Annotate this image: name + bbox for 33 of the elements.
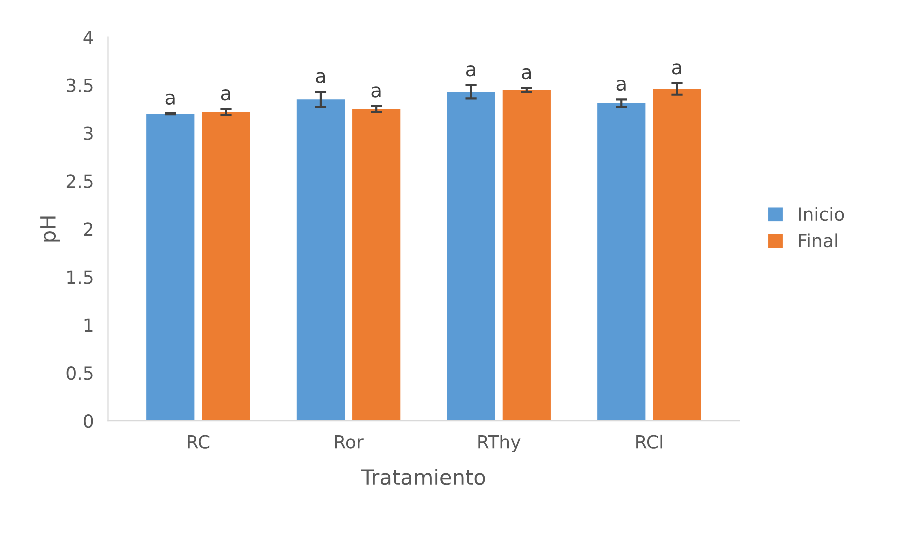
bar xyxy=(146,114,195,422)
y-tick-label: 1.5 xyxy=(68,270,93,284)
bar xyxy=(202,112,250,422)
bar xyxy=(502,90,551,422)
y-tick-label: 0 xyxy=(84,414,94,428)
data-label: a xyxy=(221,90,230,101)
y-tick-label: 0.5 xyxy=(66,366,93,380)
data-label: a xyxy=(372,86,381,98)
bar xyxy=(296,100,346,422)
y-tick-label: 2 xyxy=(84,222,93,236)
y-tick-label: 1 xyxy=(84,318,93,332)
x-tick-label: RC xyxy=(188,435,210,449)
data-label: a xyxy=(522,68,532,80)
bar xyxy=(352,109,401,422)
y-tick-label: 3.5 xyxy=(67,78,93,92)
legend-label: Final xyxy=(799,234,838,248)
data-label: a xyxy=(166,94,175,106)
bar xyxy=(447,92,496,422)
y-tick-label: 2.5 xyxy=(66,174,93,188)
x-tick-label: RCl xyxy=(636,434,662,449)
bar xyxy=(653,89,702,422)
legend-label: Inicio xyxy=(799,207,844,222)
data-label: a xyxy=(316,72,326,84)
y-tick-label: 3 xyxy=(84,126,93,140)
data-label: a xyxy=(616,80,626,92)
x-tick-label: RThy xyxy=(478,434,521,452)
data-label: a xyxy=(466,66,476,77)
x-tick-label: Ror xyxy=(335,436,364,449)
y-tick-label: 4 xyxy=(84,31,94,44)
x-axis-title: Tratamiento xyxy=(361,469,486,486)
data-label: a xyxy=(672,64,682,75)
y-axis-title: pH xyxy=(40,216,60,242)
bar xyxy=(598,104,646,422)
